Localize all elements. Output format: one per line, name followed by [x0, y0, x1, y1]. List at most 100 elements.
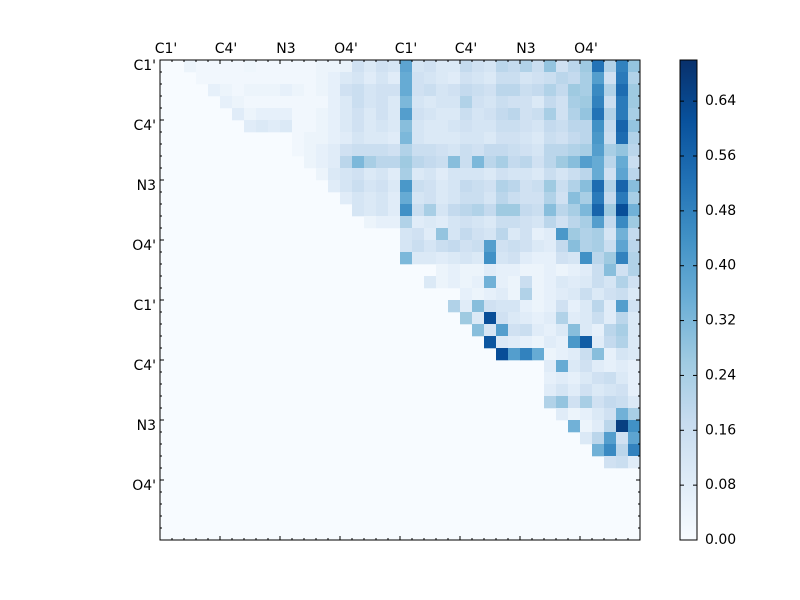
heatmap-cell — [508, 276, 521, 289]
heatmap-cell — [436, 156, 449, 169]
colorbar-tick-label: 0.64 — [705, 93, 736, 109]
heatmap-cell — [544, 384, 557, 397]
heatmap-cell — [448, 276, 461, 289]
heatmap-cell — [436, 60, 449, 73]
heatmap-cell — [532, 240, 545, 253]
heatmap-cell — [604, 252, 617, 265]
heatmap-cell — [484, 60, 497, 73]
heatmap-cell — [484, 264, 497, 277]
heatmap-cell — [364, 156, 377, 169]
heatmap-cell — [220, 60, 233, 73]
heatmap-cell — [628, 372, 641, 385]
heatmap-cell — [496, 276, 509, 289]
heatmap-cell — [628, 264, 641, 277]
heatmap-cell — [628, 336, 641, 349]
heatmap-cell — [604, 84, 617, 97]
heatmap-cell — [544, 228, 557, 241]
heatmap-cell — [616, 276, 629, 289]
y-tick-label: N3 — [137, 418, 156, 434]
heatmap-cell — [436, 132, 449, 145]
heatmap-cell — [256, 96, 269, 109]
heatmap-cell — [364, 216, 377, 229]
heatmap-cell — [628, 228, 641, 241]
heatmap-cell — [496, 252, 509, 265]
heatmap-cell — [304, 60, 317, 73]
heatmap-cell — [568, 300, 581, 313]
x-tick-label: C1' — [155, 41, 178, 57]
heatmap-cell — [532, 156, 545, 169]
heatmap-cell — [460, 312, 473, 325]
heatmap-cell — [616, 132, 629, 145]
heatmap-cell — [220, 84, 233, 97]
colorbar-tick-label: 0.08 — [705, 477, 736, 493]
heatmap-cell — [604, 228, 617, 241]
heatmap-cell — [292, 60, 305, 73]
heatmap-cell — [592, 384, 605, 397]
heatmap-cell — [544, 216, 557, 229]
heatmap-cell — [400, 156, 413, 169]
heatmap-cell — [592, 408, 605, 421]
heatmap-cell — [520, 240, 533, 253]
heatmap-cell — [412, 180, 425, 193]
heatmap-cell — [604, 264, 617, 277]
heatmap-cell — [616, 432, 629, 445]
heatmap-cell — [592, 336, 605, 349]
heatmap-cell — [424, 84, 437, 97]
heatmap-cell — [604, 216, 617, 229]
heatmap-cell — [616, 144, 629, 157]
heatmap-cell — [580, 384, 593, 397]
heatmap-cell — [532, 336, 545, 349]
heatmap-cell — [400, 96, 413, 109]
heatmap-cell — [520, 276, 533, 289]
heatmap-cell — [316, 156, 329, 169]
heatmap-cell — [484, 72, 497, 85]
heatmap-cell — [388, 132, 401, 145]
heatmap-cell — [436, 216, 449, 229]
heatmap-cell — [364, 72, 377, 85]
heatmap-cell — [436, 96, 449, 109]
heatmap-cell — [508, 204, 521, 217]
heatmap-cell — [460, 192, 473, 205]
heatmap-cell — [568, 144, 581, 157]
heatmap-cell — [628, 60, 641, 73]
heatmap-cell — [592, 444, 605, 457]
heatmap-cell — [616, 384, 629, 397]
heatmap-cell — [508, 288, 521, 301]
heatmap-cell — [616, 216, 629, 229]
heatmap-cell — [316, 60, 329, 73]
heatmap-cell — [628, 312, 641, 325]
heatmap-cell — [304, 108, 317, 121]
heatmap-cell — [304, 120, 317, 133]
heatmap-cell — [508, 216, 521, 229]
heatmap-cell — [580, 252, 593, 265]
heatmap-cell — [556, 384, 569, 397]
heatmap-cell — [580, 168, 593, 181]
heatmap-cell — [520, 96, 533, 109]
heatmap-cell — [448, 204, 461, 217]
heatmap-cell — [556, 360, 569, 373]
heatmap-cell — [376, 216, 389, 229]
heatmap-cell — [616, 192, 629, 205]
heatmap-cell — [568, 180, 581, 193]
heatmap-cell — [628, 432, 641, 445]
heatmap-cell — [352, 120, 365, 133]
heatmap-cell — [580, 84, 593, 97]
heatmap-cell — [628, 84, 641, 97]
heatmap-cell — [532, 312, 545, 325]
heatmap-cell — [388, 192, 401, 205]
heatmap-cell — [484, 144, 497, 157]
heatmap-cell — [448, 96, 461, 109]
heatmap-cell — [424, 72, 437, 85]
heatmap-cell — [520, 84, 533, 97]
heatmap-cell — [436, 144, 449, 157]
heatmap-cell — [544, 96, 557, 109]
heatmap-cell — [628, 396, 641, 409]
heatmap-cell — [604, 156, 617, 169]
heatmap-cell — [556, 348, 569, 361]
heatmap-cell — [628, 360, 641, 373]
heatmap-cell — [580, 132, 593, 145]
heatmap-cell — [484, 288, 497, 301]
heatmap-cell — [484, 276, 497, 289]
heatmap-cell — [544, 396, 557, 409]
heatmap-cell — [592, 60, 605, 73]
